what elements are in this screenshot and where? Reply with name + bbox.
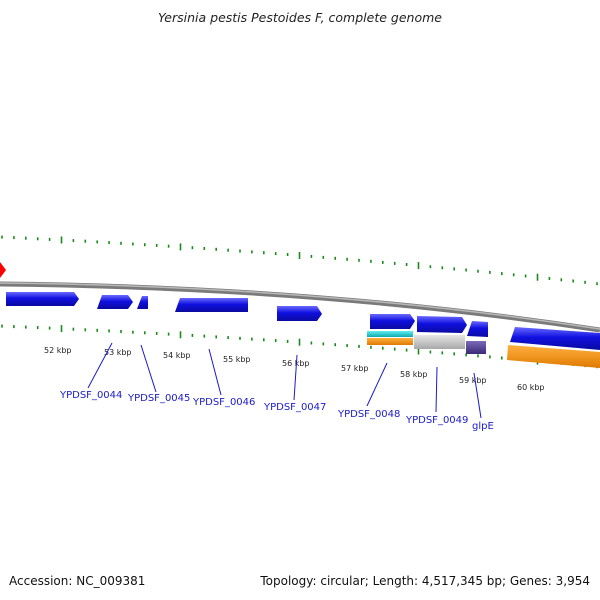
leader-line	[87, 342, 113, 389]
gene-label-ypdsf-0046[interactable]: YPDSF_0046	[192, 397, 255, 408]
gene-label-ypdsf-0049[interactable]: YPDSF_0049	[405, 415, 468, 426]
scale-label: 58 kbp	[400, 370, 428, 379]
origin-marker	[0, 262, 6, 278]
gene-arrow[interactable]	[97, 295, 133, 309]
feature-box-purple[interactable]	[466, 341, 486, 354]
gene-arrow[interactable]	[417, 316, 467, 333]
scale-label: 60 kbp	[517, 383, 545, 392]
gene-label-glpe[interactable]: glpE	[472, 421, 494, 432]
scale-label: 54 kbp	[163, 351, 191, 360]
gene-label-ypdsf-0047[interactable]: YPDSF_0047	[263, 402, 326, 413]
gene-arrow[interactable]	[467, 321, 488, 337]
leader-line	[435, 366, 438, 413]
scale-label: 59 kbp	[459, 376, 487, 385]
scale-label: 52 kbp	[44, 346, 72, 355]
leader-line	[293, 354, 298, 401]
scale-label: 57 kbp	[341, 364, 369, 373]
gene-arrow[interactable]	[510, 327, 600, 350]
gene-arrow[interactable]	[175, 298, 248, 312]
feature-box-cyan[interactable]	[367, 331, 413, 337]
gene-arrow[interactable]	[137, 296, 148, 309]
scale-label: 55 kbp	[223, 355, 251, 364]
upper-tick-track	[1, 235, 598, 286]
gene-arrow[interactable]	[6, 292, 79, 306]
gene-arrow[interactable]	[370, 314, 415, 329]
topology-text: Topology: circular; Length: 4,517,345 bp…	[260, 574, 590, 588]
leader-line	[366, 362, 388, 407]
feature-box-orange-large[interactable]	[507, 345, 600, 368]
gene-label-ypdsf-0044[interactable]: YPDSF_0044	[59, 390, 122, 401]
feature-box-orange[interactable]	[367, 338, 413, 345]
scale-label: 53 kbp	[104, 348, 132, 357]
gene-label-ypdsf-0048[interactable]: YPDSF_0048	[337, 409, 400, 420]
genome-backbone	[0, 281, 600, 333]
accession-text: Accession: NC_009381	[9, 574, 146, 588]
leader-line	[473, 372, 482, 419]
gene-label-ypdsf-0045[interactable]: YPDSF_0045	[127, 393, 190, 404]
genome-backbone-highlight	[0, 282, 600, 330]
leader-line	[208, 348, 222, 396]
leader-lines	[87, 342, 482, 419]
leader-line	[140, 344, 157, 393]
feature-box-gray[interactable]	[414, 335, 465, 349]
map-title: Yersinia pestis Pestoides F, complete ge…	[158, 10, 442, 25]
gene-arrow[interactable]	[277, 306, 322, 321]
scale-label: 56 kbp	[282, 359, 310, 368]
